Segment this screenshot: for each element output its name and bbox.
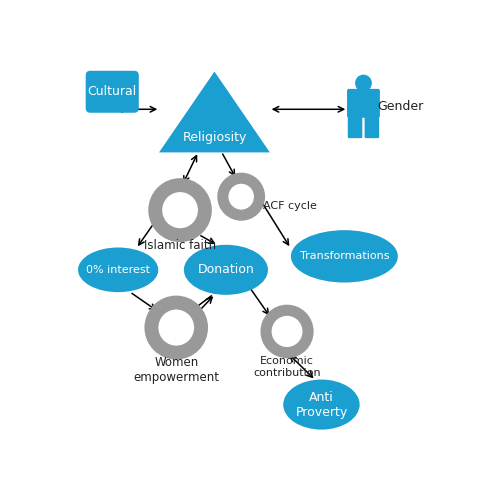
Text: Gender: Gender [377, 100, 423, 112]
Text: 0% interest: 0% interest [86, 265, 150, 275]
Text: Transformations: Transformations [300, 252, 389, 262]
Text: Anti
Proverty: Anti Proverty [295, 390, 348, 418]
FancyBboxPatch shape [348, 112, 362, 138]
Polygon shape [159, 72, 270, 152]
Ellipse shape [184, 245, 268, 295]
Text: Economic
contribution: Economic contribution [253, 356, 321, 378]
Circle shape [151, 302, 201, 352]
Text: ACF cycle: ACF cycle [263, 200, 317, 210]
FancyBboxPatch shape [86, 71, 139, 112]
Circle shape [223, 178, 259, 215]
Ellipse shape [283, 380, 360, 430]
Ellipse shape [291, 230, 398, 282]
Ellipse shape [78, 248, 158, 292]
FancyBboxPatch shape [365, 112, 379, 138]
Circle shape [266, 310, 308, 352]
Text: Women
empowerment: Women empowerment [133, 356, 219, 384]
Circle shape [355, 74, 372, 92]
Text: Religiosity: Religiosity [182, 130, 246, 143]
Circle shape [155, 185, 205, 235]
Text: Donation: Donation [198, 264, 254, 276]
Text: Islamic faith: Islamic faith [144, 239, 216, 252]
Text: Cultural: Cultural [88, 86, 137, 98]
FancyBboxPatch shape [347, 89, 380, 118]
